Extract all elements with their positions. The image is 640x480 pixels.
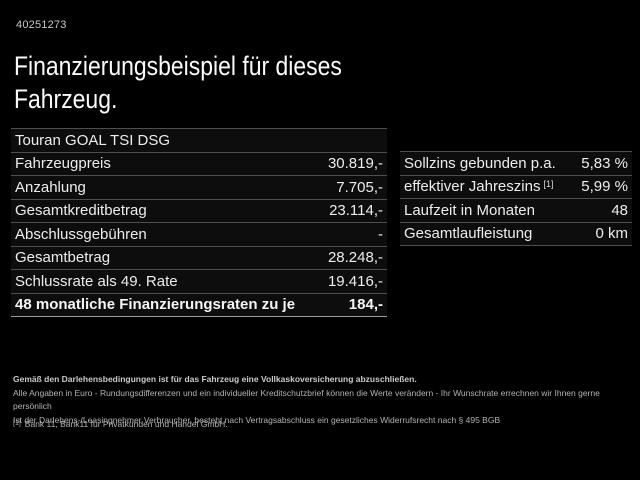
- row-label: Abschlussgebühren: [15, 225, 147, 243]
- table-row-term-months: Laufzeit in Monaten 48: [400, 198, 632, 222]
- listing-id: 40251273: [16, 19, 67, 31]
- row-value: 48: [611, 201, 628, 219]
- row-label: Laufzeit in Monaten: [404, 201, 535, 219]
- row-value: 30.819,-: [327, 155, 383, 173]
- table-row-total-amount: Gesamtbetrag 28.248,-: [11, 245, 387, 269]
- table-row-total-mileage: Gesamtlaufleistung 0 km: [400, 221, 632, 245]
- table-row-down-payment: Anzahlung 7.705,-: [11, 175, 387, 199]
- row-label: Gesamtlaufleistung: [404, 225, 533, 243]
- row-label: effektiver Jahreszins [1]: [404, 178, 554, 196]
- legal-text-withdrawal: Ist der Darlehens-/Leasingnehmer Verbrau…: [13, 414, 501, 425]
- footnote-ref-marker: [1]: [13, 420, 21, 427]
- row-value: 5,83 %: [581, 154, 628, 172]
- legal-text: Gemäß den Darlehensbedingungen ist für d…: [13, 373, 633, 427]
- row-value: -: [378, 225, 383, 243]
- page-title-line1: Finanzierungsbeispiel für dieses: [14, 51, 342, 81]
- row-value: 19.416,-: [327, 272, 383, 290]
- table-row-nominal-interest: Sollzins gebunden p.a. 5,83 %: [400, 151, 632, 175]
- bank-footnote: [1] Bank 11, Bank11 für Privatkunden und …: [13, 419, 228, 429]
- page-title: Finanzierungsbeispiel für dieses Fahrzeu…: [14, 50, 342, 116]
- row-label: Sollzins gebunden p.a.: [404, 154, 556, 172]
- row-value: 28.248,-: [327, 249, 383, 267]
- legal-text-insurance: Gemäß den Darlehensbedingungen ist für d…: [13, 374, 417, 384]
- table-row-model: Touran GOAL TSI DSG: [11, 128, 387, 152]
- row-label: Schlussrate als 49. Rate: [15, 272, 178, 290]
- row-value: 7.705,-: [336, 178, 383, 196]
- row-label: Gesamtkreditbetrag: [15, 202, 147, 220]
- table-row-total-credit: Gesamtkreditbetrag 23.114,-: [11, 198, 387, 222]
- row-label: 48 monatliche Finanzierungsraten zu je: [15, 296, 296, 314]
- financing-table-left: Touran GOAL TSI DSG Fahrzeugpreis 30.819…: [11, 128, 387, 317]
- row-value: 23.114,-: [329, 202, 383, 220]
- row-value: 0 km: [595, 225, 628, 243]
- row-value: 184,-: [348, 296, 383, 314]
- page-title-line2: Fahrzeug.: [14, 84, 118, 114]
- table-row-vehicle-price: Fahrzeugpreis 30.819,-: [11, 151, 387, 175]
- footnote-ref-text: Bank 11, Bank11 für Privatkunden und Han…: [24, 419, 228, 429]
- row-label: Gesamtbetrag: [15, 249, 111, 267]
- table-row-effective-interest: effektiver Jahreszins [1] 5,99 %: [400, 174, 632, 198]
- row-label: Anzahlung: [15, 178, 86, 196]
- legal-text-disclaimer: Alle Angaben in Euro - Rundungsdifferenz…: [13, 387, 600, 412]
- financing-table-right: Sollzins gebunden p.a. 5,83 % effektiver…: [400, 151, 632, 246]
- row-label: Fahrzeugpreis: [15, 155, 111, 173]
- row-value: 5,99 %: [581, 178, 628, 196]
- table-row-monthly-rate: 48 monatliche Finanzierungsraten zu je 1…: [11, 292, 387, 316]
- footnote-marker: [1]: [543, 179, 554, 190]
- table-row-final-rate: Schlussrate als 49. Rate 19.416,-: [11, 269, 387, 293]
- table-row-closing-fees: Abschlussgebühren -: [11, 222, 387, 246]
- row-label: Touran GOAL TSI DSG: [15, 131, 171, 149]
